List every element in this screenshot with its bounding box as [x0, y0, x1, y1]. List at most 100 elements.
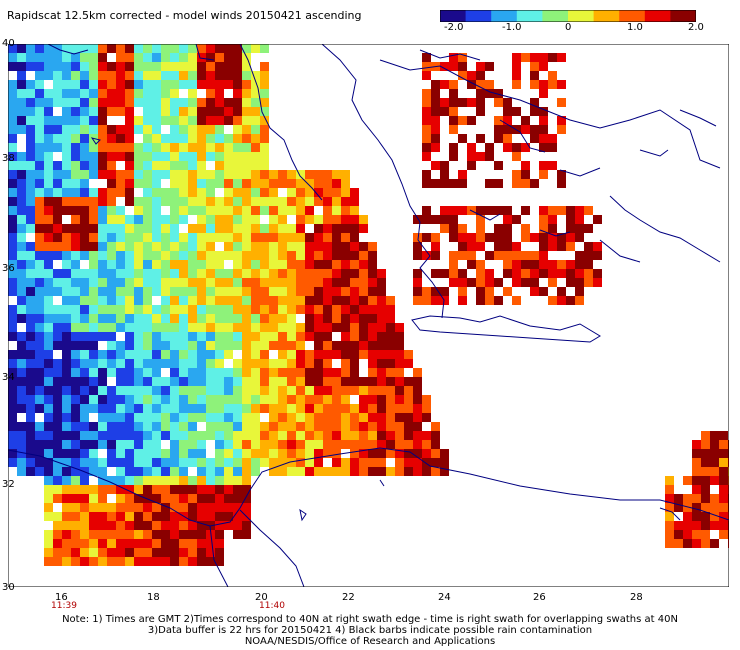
- wind-pixel: [242, 278, 251, 287]
- wind-pixel: [233, 278, 242, 287]
- wind-pixel: [188, 332, 197, 341]
- wind-pixel: [179, 314, 188, 323]
- wind-pixel: [548, 80, 557, 89]
- wind-pixel: [215, 260, 224, 269]
- wind-pixel: [206, 80, 215, 89]
- wind-pixel: [233, 296, 242, 305]
- wind-pixel: [143, 206, 152, 215]
- wind-pixel: [152, 80, 161, 89]
- wind-pixel: [161, 278, 170, 287]
- wind-pixel: [323, 215, 332, 224]
- wind-pixel: [422, 206, 431, 215]
- wind-pixel: [287, 350, 296, 359]
- wind-pixel: [368, 314, 377, 323]
- wind-pixel: [26, 89, 35, 98]
- wind-pixel: [170, 215, 179, 224]
- wind-pixel: [161, 521, 170, 530]
- wind-pixel: [62, 521, 71, 530]
- wind-pixel: [116, 206, 125, 215]
- wind-pixel: [251, 350, 260, 359]
- wind-pixel: [377, 395, 386, 404]
- wind-pixel: [98, 89, 107, 98]
- wind-pixel: [197, 116, 206, 125]
- wind-pixel: [44, 377, 53, 386]
- wind-pixel: [719, 512, 728, 521]
- wind-pixel: [188, 62, 197, 71]
- wind-pixel: [314, 359, 323, 368]
- wind-pixel: [197, 557, 206, 566]
- wind-pixel: [8, 305, 17, 314]
- wind-pixel: [359, 395, 368, 404]
- wind-pixel: [269, 206, 278, 215]
- wind-pixel: [98, 485, 107, 494]
- wind-pixel: [107, 224, 116, 233]
- wind-pixel: [134, 539, 143, 548]
- wind-pixel: [476, 206, 485, 215]
- wind-pixel: [512, 143, 521, 152]
- wind-pixel: [278, 386, 287, 395]
- wind-pixel: [17, 278, 26, 287]
- wind-pixel: [170, 539, 179, 548]
- wind-pixel: [413, 431, 422, 440]
- wind-pixel: [287, 332, 296, 341]
- wind-pixel: [161, 422, 170, 431]
- wind-pixel: [224, 278, 233, 287]
- wind-pixel: [485, 269, 494, 278]
- wind-pixel: [89, 431, 98, 440]
- wind-pixel: [233, 125, 242, 134]
- wind-pixel: [539, 206, 548, 215]
- wind-pixel: [224, 80, 233, 89]
- wind-pixel: [8, 404, 17, 413]
- wind-pixel: [215, 215, 224, 224]
- wind-pixel: [35, 323, 44, 332]
- wind-pixel: [116, 503, 125, 512]
- wind-pixel: [107, 152, 116, 161]
- wind-pixel: [440, 62, 449, 71]
- wind-pixel: [98, 296, 107, 305]
- wind-pixel: [8, 44, 17, 53]
- wind-pixel: [125, 62, 134, 71]
- wind-pixel: [494, 161, 503, 170]
- wind-pixel: [125, 413, 134, 422]
- wind-pixel: [71, 62, 80, 71]
- wind-pixel: [170, 278, 179, 287]
- wind-pixel: [710, 503, 719, 512]
- wind-pixel: [467, 71, 476, 80]
- wind-pixel: [53, 359, 62, 368]
- wind-pixel: [377, 287, 386, 296]
- wind-pixel: [458, 242, 467, 251]
- wind-pixel: [71, 503, 80, 512]
- wind-pixel: [206, 179, 215, 188]
- wind-pixel: [8, 89, 17, 98]
- wind-pixel: [107, 431, 116, 440]
- wind-pixel: [359, 260, 368, 269]
- wind-pixel: [179, 71, 188, 80]
- wind-pixel: [386, 377, 395, 386]
- wind-pixel: [143, 188, 152, 197]
- wind-pixel: [134, 386, 143, 395]
- wind-pixel: [98, 125, 107, 134]
- wind-pixel: [98, 413, 107, 422]
- wind-pixel: [8, 53, 17, 62]
- wind-pixel: [116, 404, 125, 413]
- lat-label: 32: [2, 479, 15, 490]
- wind-pixel: [8, 98, 17, 107]
- wind-pixel: [710, 458, 719, 467]
- wind-pixel: [314, 404, 323, 413]
- wind-pixel: [170, 377, 179, 386]
- time-label: 11:39: [51, 601, 77, 611]
- wind-pixel: [62, 107, 71, 116]
- wind-pixel: [188, 161, 197, 170]
- wind-pixel: [395, 458, 404, 467]
- wind-pixel: [143, 521, 152, 530]
- wind-pixel: [359, 323, 368, 332]
- wind-pixel: [224, 404, 233, 413]
- wind-pixel: [305, 431, 314, 440]
- wind-pixel: [296, 206, 305, 215]
- wind-pixel: [575, 233, 584, 242]
- lat-label: 40: [2, 38, 15, 49]
- wind-pixel: [62, 260, 71, 269]
- wind-pixel: [206, 98, 215, 107]
- wind-pixel: [134, 179, 143, 188]
- wind-pixel: [206, 296, 215, 305]
